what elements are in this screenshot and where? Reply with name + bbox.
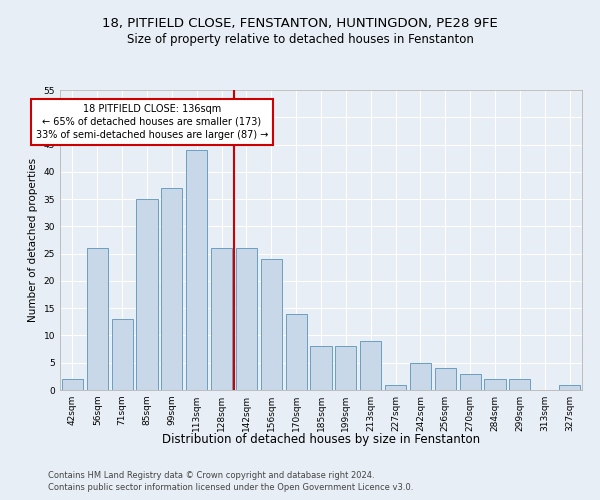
Bar xyxy=(385,384,406,390)
Bar xyxy=(410,362,431,390)
Bar xyxy=(484,379,506,390)
Bar xyxy=(87,248,108,390)
Text: Contains public sector information licensed under the Open Government Licence v3: Contains public sector information licen… xyxy=(48,484,413,492)
Bar xyxy=(112,319,133,390)
Bar xyxy=(460,374,481,390)
Bar xyxy=(211,248,232,390)
Bar xyxy=(286,314,307,390)
Text: Size of property relative to detached houses in Fenstanton: Size of property relative to detached ho… xyxy=(127,32,473,46)
Text: 18, PITFIELD CLOSE, FENSTANTON, HUNTINGDON, PE28 9FE: 18, PITFIELD CLOSE, FENSTANTON, HUNTINGD… xyxy=(102,18,498,30)
Bar xyxy=(435,368,456,390)
Bar xyxy=(261,259,282,390)
Y-axis label: Number of detached properties: Number of detached properties xyxy=(28,158,38,322)
Text: 18 PITFIELD CLOSE: 136sqm
← 65% of detached houses are smaller (173)
33% of semi: 18 PITFIELD CLOSE: 136sqm ← 65% of detac… xyxy=(36,104,268,140)
Bar xyxy=(559,384,580,390)
Bar xyxy=(161,188,182,390)
Text: Contains HM Land Registry data © Crown copyright and database right 2024.: Contains HM Land Registry data © Crown c… xyxy=(48,471,374,480)
Bar xyxy=(62,379,83,390)
Text: Distribution of detached houses by size in Fenstanton: Distribution of detached houses by size … xyxy=(162,432,480,446)
Bar xyxy=(360,341,381,390)
Bar xyxy=(310,346,332,390)
Bar xyxy=(186,150,207,390)
Bar xyxy=(509,379,530,390)
Bar xyxy=(136,199,158,390)
Bar xyxy=(236,248,257,390)
Bar xyxy=(335,346,356,390)
